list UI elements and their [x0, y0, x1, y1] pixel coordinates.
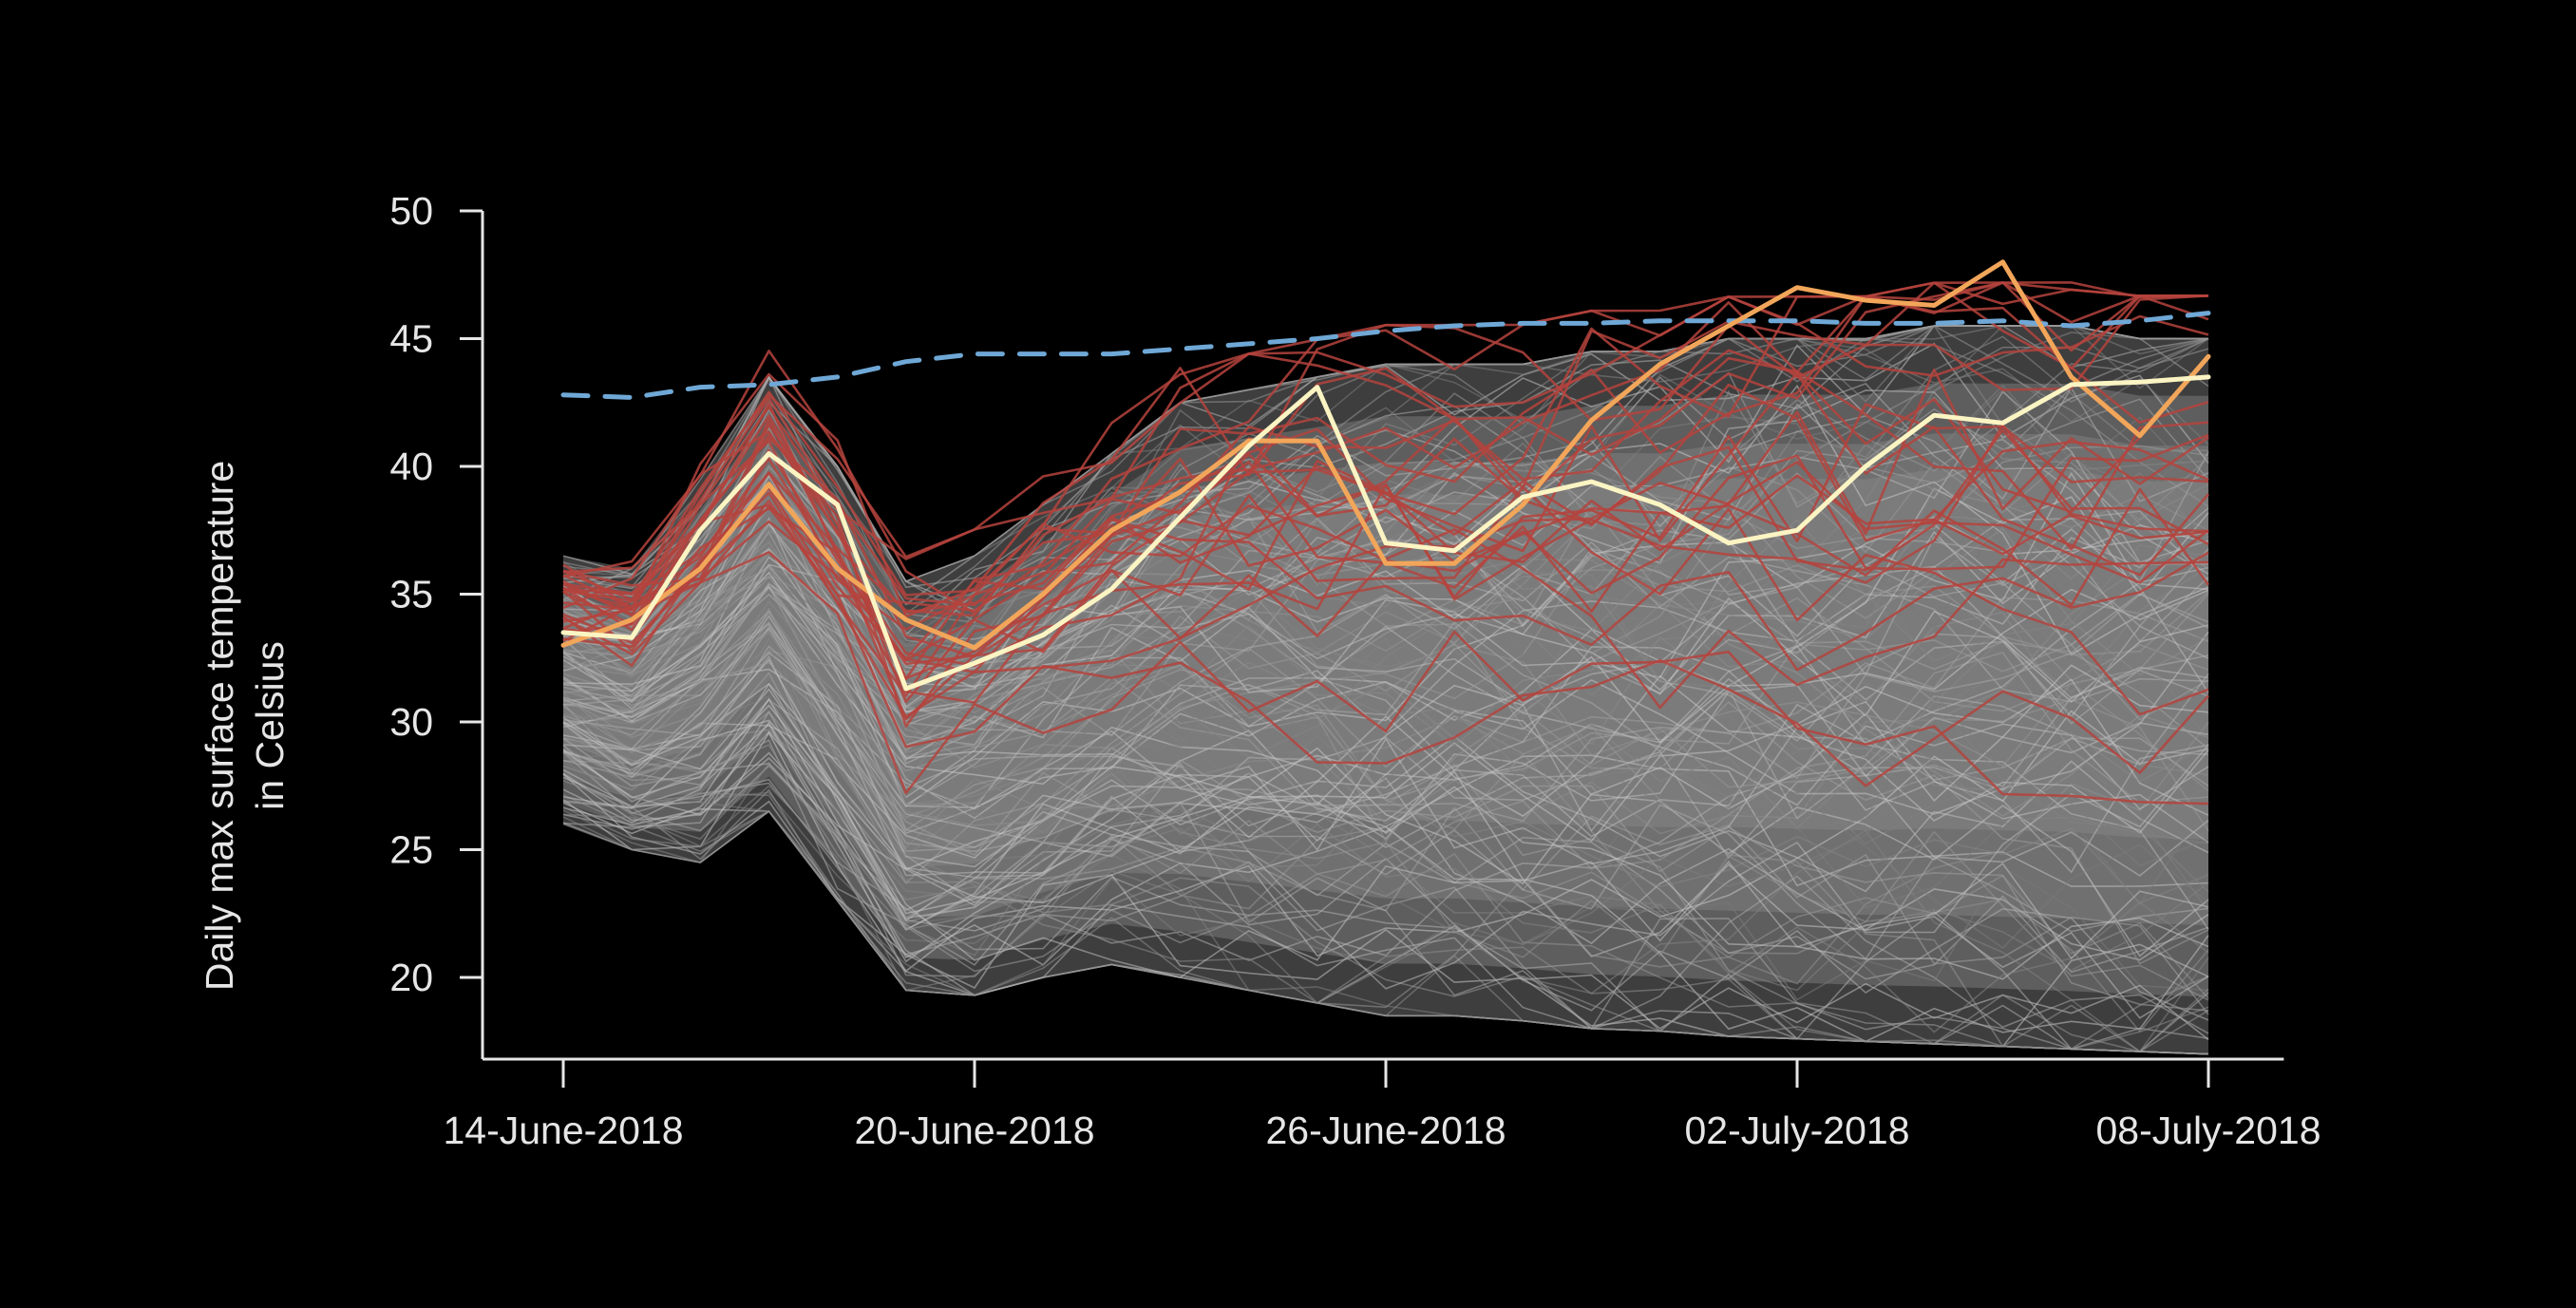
x-tick-label: 26-June-2018: [1265, 1109, 1506, 1152]
hot-member-line: [562, 281, 2209, 668]
ensemble-lines-layer: [562, 324, 2209, 1055]
ensemble-member-line: [562, 588, 2209, 915]
y-tick-label: 20: [389, 956, 433, 999]
highlight-series-layer: [560, 259, 2211, 692]
ensemble-member-line: [562, 517, 2209, 746]
ensemble-member-line: [562, 584, 2209, 848]
y-tick-label: 25: [389, 828, 433, 872]
hot-member-line: [562, 355, 2209, 614]
ensemble-member-line: [562, 664, 2209, 885]
hot-member-line: [562, 281, 2209, 615]
ensemble-member-line: [562, 483, 2209, 844]
ensemble-member-line: [562, 499, 2209, 819]
ensemble-member-line: [562, 737, 2209, 1052]
ensemble-member-line: [562, 751, 2209, 1034]
x-tick-label: 08-July-2018: [2095, 1109, 2320, 1152]
ensemble-member-line: [562, 688, 2209, 978]
hot-member-line: [562, 294, 2209, 601]
x-tick-label: 20-June-2018: [854, 1109, 1094, 1152]
cream-member-line: [560, 374, 2211, 692]
ensemble-member-line: [562, 544, 2209, 858]
ensemble-member-line: [562, 578, 2209, 842]
ensemble-member-line: [562, 580, 2209, 1033]
ensemble-member-line: [562, 612, 2209, 867]
ensemble-member-line: [562, 650, 2209, 1051]
hot-member-line: [562, 281, 2209, 728]
ensemble-member-line: [562, 761, 2209, 992]
ensemble-member-line: [562, 757, 2209, 1019]
ensemble-member-line: [562, 710, 2209, 973]
ensemble-member-line: [562, 599, 2209, 806]
ensemble-member-line: [562, 615, 2209, 990]
ensemble-member-line: [562, 771, 2209, 1053]
ensemble-member-line: [562, 654, 2209, 931]
ensemble-member-line: [562, 745, 2209, 1055]
hot-members-layer: [562, 281, 2210, 806]
y-axis-title-line-1: Daily max surface temperature: [198, 461, 241, 991]
ensemble-member-line: [562, 652, 2209, 868]
ensemble-member-line: [562, 543, 2209, 742]
dashed-threshold-line: [560, 311, 2211, 400]
y-tick-label: 30: [389, 700, 433, 744]
hot-member-line: [562, 349, 2209, 697]
axes-layer: [481, 211, 2284, 1061]
ensemble-member-line: [562, 566, 2209, 843]
ensemble-member-line: [562, 582, 2209, 841]
y-tick-label: 40: [389, 445, 433, 488]
ensemble-member-line: [562, 698, 2209, 980]
hot-member-line: [562, 369, 2209, 662]
hot-member-line: [562, 281, 2209, 610]
ensemble-member-line: [562, 375, 2209, 612]
ensemble-member-line: [562, 661, 2209, 1012]
ensemble-member-line: [562, 337, 2209, 670]
ensemble-member-line: [562, 678, 2209, 931]
ensemble-member-line: [562, 673, 2209, 961]
ensemble-member-line: [562, 483, 2209, 740]
ensemble-member-line: [562, 806, 2209, 1055]
y-tick-label: 50: [389, 189, 433, 233]
y-tick-label: 35: [389, 573, 433, 616]
x-tick-label: 02-July-2018: [1684, 1109, 1909, 1152]
ensemble-member-line: [562, 521, 2209, 957]
ensemble-member-line: [562, 585, 2209, 980]
ensemble-member-line: [562, 435, 2209, 703]
ensemble-member-line: [562, 376, 2209, 601]
orange-member-line: [560, 259, 2211, 651]
ticks-layer: 50 45 40 35 30 25 20 14-June-2018 20-June-2018 26…: [389, 189, 2320, 1152]
hot-member-line: [562, 551, 2209, 806]
y-tick-label: 45: [389, 317, 433, 361]
hot-member-line: [562, 430, 2209, 716]
ensemble-member-line: [562, 631, 2209, 860]
ensemble-member-line: [562, 625, 2209, 930]
ensemble-member-line: [562, 516, 2209, 758]
ensemble-member-line: [562, 540, 2209, 985]
x-tick-label: 14-June-2018: [443, 1109, 683, 1152]
hot-member-line: [562, 295, 2209, 653]
y-axis-title: Daily max surface temperature in Celsius: [198, 461, 292, 991]
ensemble-member-line: [562, 571, 2209, 839]
hot-member-line: [562, 423, 2209, 658]
hot-member-line: [562, 440, 2209, 648]
y-axis-title-line-2: in Celsius: [248, 641, 292, 810]
ensemble-member-line: [562, 635, 2209, 996]
